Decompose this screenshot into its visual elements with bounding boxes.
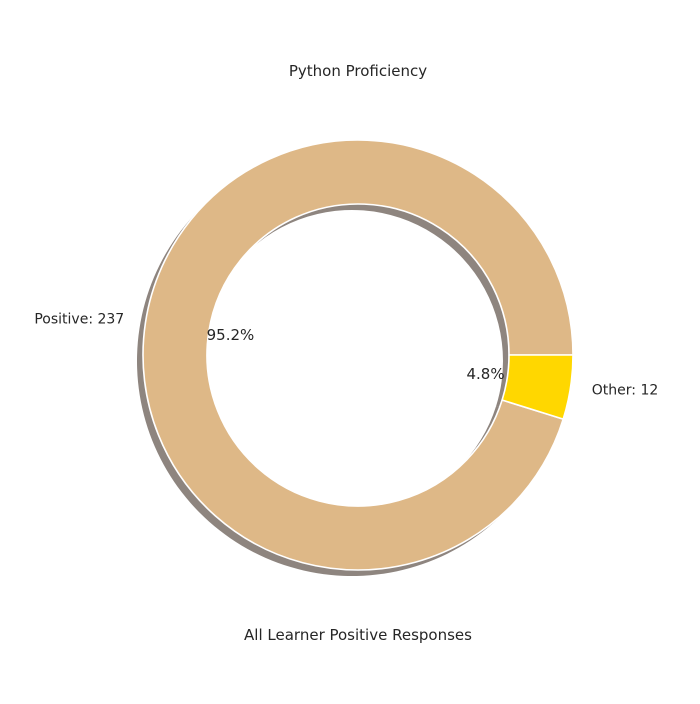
x-axis-label: All Learner Positive Responses [244,626,472,644]
slices-layer [142,139,574,571]
slice-label-other: Other: 12 [592,383,659,399]
slice-label-positive: Positive: 237 [34,311,124,327]
slice-positive [142,139,574,571]
labels-layer: Positive: 237 95.2% Other: 12 4.8% [34,311,658,398]
slice-percent-positive: 95.2% [207,326,255,344]
slice-other [501,354,574,420]
slice-percent-other: 4.8% [466,365,504,383]
chart-title: Python Proficiency [289,62,427,80]
